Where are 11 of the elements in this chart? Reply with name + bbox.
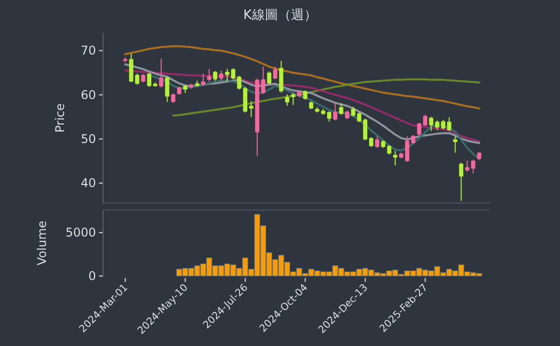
y-axis-title: Price — [53, 103, 67, 133]
line-series — [172, 78, 480, 117]
chart-title: K線圖（週） — [243, 8, 317, 23]
y-tick-label: 60 — [80, 88, 96, 102]
y-tick-label: 50 — [80, 132, 96, 146]
y-tick-label: 40 — [80, 176, 96, 190]
line-series — [124, 45, 480, 110]
y-tick-label: 5000 — [65, 226, 96, 240]
y-axis-title: Volume — [35, 220, 49, 266]
y-tick-label: 70 — [80, 44, 96, 58]
y-tick-label: 0 — [88, 269, 96, 283]
